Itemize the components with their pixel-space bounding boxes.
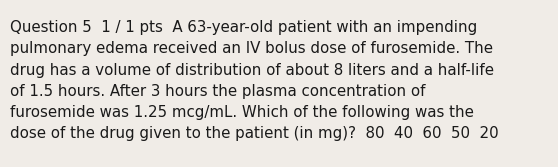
Text: Question 5  1 / 1 pts  A 63-year-old patient with an impending
pulmonary edema r: Question 5 1 / 1 pts A 63-year-old patie…: [10, 20, 499, 141]
